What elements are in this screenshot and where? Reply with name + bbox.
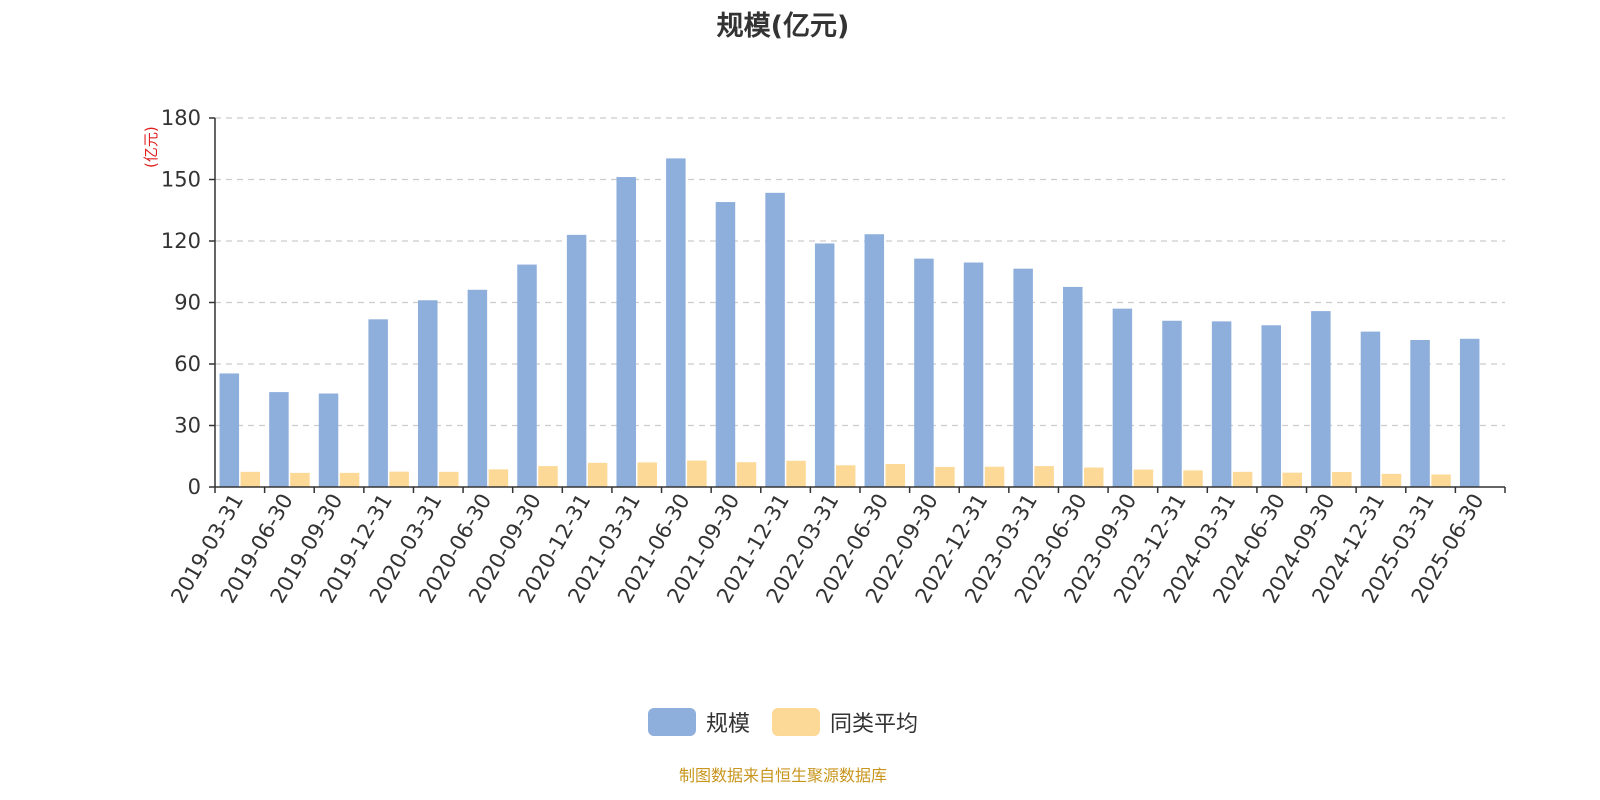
bar-peer-average[interactable] xyxy=(339,472,360,487)
bar-scale[interactable] xyxy=(418,300,438,487)
legend: 规模 同类平均 xyxy=(0,706,1566,738)
y-tick-label: 0 xyxy=(188,475,201,499)
bar-scale[interactable] xyxy=(616,177,636,488)
bar-peer-average[interactable] xyxy=(736,462,757,487)
y-tick-label: 150 xyxy=(161,168,201,192)
legend-label-scale: 规模 xyxy=(705,712,750,737)
y-tick-label: 180 xyxy=(161,106,201,130)
bar-peer-average[interactable] xyxy=(786,460,806,487)
bar-scale[interactable] xyxy=(1063,286,1083,487)
bar-peer-average[interactable] xyxy=(984,466,1005,487)
bar-peer-average[interactable] xyxy=(240,471,261,487)
bar-peer-average[interactable] xyxy=(439,471,459,487)
bar-peer-average[interactable] xyxy=(885,464,906,487)
bar-scale[interactable] xyxy=(715,202,736,488)
y-tick-label: 90 xyxy=(174,291,201,315)
y-axis-unit-label: (亿元) xyxy=(142,126,160,168)
bar-scale[interactable] xyxy=(1013,268,1033,487)
bar-peer-average[interactable] xyxy=(389,471,409,487)
bar-scale[interactable] xyxy=(1360,331,1381,487)
bar-peer-average[interactable] xyxy=(687,460,707,487)
bar-peer-average[interactable] xyxy=(835,465,856,487)
bar-scale[interactable] xyxy=(566,234,587,487)
bars xyxy=(219,158,1480,488)
bar-peer-average[interactable] xyxy=(538,466,558,487)
y-tick-label: 30 xyxy=(174,414,201,438)
y-tick-label: 60 xyxy=(174,352,201,376)
bar-scale[interactable] xyxy=(1261,325,1281,487)
legend-label-peer-average: 同类平均 xyxy=(830,712,919,737)
legend-swatch-peer-average xyxy=(772,708,820,736)
bar-peer-average[interactable] xyxy=(1332,472,1352,487)
bar-scale[interactable] xyxy=(368,319,388,487)
bar-scale[interactable] xyxy=(269,392,289,487)
bar-peer-average[interactable] xyxy=(1084,467,1104,487)
bar-peer-average[interactable] xyxy=(1183,470,1203,487)
bar-peer-average[interactable] xyxy=(587,462,608,487)
bar-scale[interactable] xyxy=(1112,308,1133,487)
bar-peer-average[interactable] xyxy=(488,469,509,487)
bar-scale[interactable] xyxy=(219,373,240,487)
bar-scale[interactable] xyxy=(666,158,686,487)
chart-title: 规模(亿元) xyxy=(716,11,850,42)
legend-item-peer-average[interactable]: 同类平均 xyxy=(772,706,918,738)
bar-scale[interactable] xyxy=(864,234,885,487)
bar-scale[interactable] xyxy=(1162,320,1182,487)
bar-scale[interactable] xyxy=(963,262,984,487)
bar-peer-average[interactable] xyxy=(1381,473,1402,487)
bar-peer-average[interactable] xyxy=(1282,472,1302,487)
bar-peer-average[interactable] xyxy=(637,462,657,487)
bar-peer-average[interactable] xyxy=(1034,466,1054,487)
bar-scale[interactable] xyxy=(517,264,537,487)
bar-scale[interactable] xyxy=(1410,340,1430,487)
bar-scale[interactable] xyxy=(467,289,488,487)
bar-scale[interactable] xyxy=(1211,321,1232,487)
y-tick-label: 120 xyxy=(161,229,201,253)
bar-scale[interactable] xyxy=(914,258,934,487)
bar-scale[interactable] xyxy=(318,393,339,487)
bar-peer-average[interactable] xyxy=(1431,474,1451,487)
legend-item-scale[interactable]: 规模 xyxy=(647,706,750,738)
bar-scale[interactable] xyxy=(1311,311,1331,487)
bar-peer-average[interactable] xyxy=(1232,471,1253,487)
bar-scale[interactable] xyxy=(814,243,835,487)
data-source-note: 制图数据来自恒生聚源数据库 xyxy=(678,766,887,785)
legend-swatch-scale xyxy=(647,708,696,736)
bar-peer-average[interactable] xyxy=(1133,469,1154,487)
bar-peer-average[interactable] xyxy=(935,466,955,487)
bar-peer-average[interactable] xyxy=(290,472,310,487)
bar-scale[interactable] xyxy=(1459,338,1480,487)
bar-scale[interactable] xyxy=(765,192,785,487)
